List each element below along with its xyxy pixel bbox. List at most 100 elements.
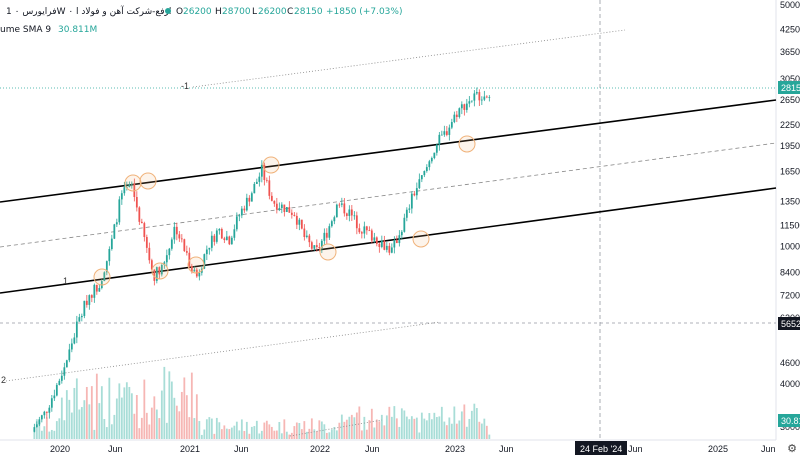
- plot-area[interactable]: [0, 0, 776, 440]
- volume-bar: [388, 406, 391, 439]
- volume-bar: [415, 417, 418, 439]
- volume-bar: [183, 377, 186, 439]
- volume-bar: [240, 419, 243, 439]
- volume-bar: [380, 414, 383, 439]
- time-tick-label: Jun: [365, 444, 380, 454]
- volume-bar: [68, 399, 71, 439]
- candle-body: [55, 384, 58, 396]
- candle-body: [33, 427, 36, 432]
- volume-bar: [480, 423, 483, 439]
- candle-body: [185, 251, 188, 253]
- volume-bars: [33, 366, 491, 439]
- price-tick-label: 50000: [780, 0, 800, 10]
- candle-body: [250, 193, 253, 202]
- volume-bar: [405, 416, 408, 439]
- last-price-badge-text: 28150: [781, 83, 800, 93]
- candle-body: [275, 203, 278, 210]
- ohlc-low-value: 26200: [258, 7, 287, 17]
- candle-body: [198, 272, 201, 277]
- candle-body: [233, 229, 236, 238]
- channel-lower-line[interactable]: [0, 187, 777, 294]
- volume-bar: [475, 408, 478, 439]
- candle-body: [313, 245, 316, 249]
- candle-body: [53, 395, 56, 399]
- channel-median-line[interactable]: [0, 142, 777, 248]
- volume-bar: [420, 412, 423, 439]
- candle-body: [230, 237, 233, 245]
- candle-body: [475, 92, 478, 94]
- volume-bar: [73, 387, 76, 439]
- volume-bar: [330, 429, 333, 439]
- annotation-one: 1: [63, 276, 68, 286]
- volume-bar: [400, 408, 403, 439]
- volume-bar: [193, 418, 196, 439]
- volume-bar: [90, 386, 93, 439]
- candle-body: [393, 240, 396, 248]
- volume-bar: [80, 407, 83, 439]
- ohlc-high-label: H: [215, 7, 222, 17]
- volume-bar: [70, 412, 73, 439]
- extension-volume-line[interactable]: [289, 419, 383, 437]
- candle-body: [245, 197, 248, 211]
- candle-body: [335, 204, 338, 218]
- volume-bar: [125, 382, 128, 439]
- volume-bar: [478, 421, 481, 439]
- candles: [33, 87, 491, 433]
- candle-body: [288, 207, 291, 213]
- candle-body: [338, 204, 341, 206]
- volume-bar: [118, 383, 121, 439]
- volume-bar: [440, 406, 443, 439]
- candle-body: [305, 235, 308, 238]
- extension-lower-line[interactable]: [5, 321, 441, 382]
- volume-bar: [153, 396, 156, 439]
- price-tick-label: 22500: [780, 120, 800, 130]
- candle-body: [58, 380, 61, 385]
- price-tick-label: 10000: [780, 241, 800, 251]
- chart-settings-icon[interactable]: ⚙: [787, 442, 797, 455]
- time-tick-label: 2021: [180, 444, 200, 454]
- volume-bar: [50, 429, 53, 439]
- candle-body: [148, 247, 151, 261]
- candle-body: [453, 114, 456, 123]
- candle-body: [228, 236, 231, 245]
- candle-body: [450, 122, 453, 128]
- candle-body: [283, 204, 286, 212]
- volume-bar: [168, 371, 171, 439]
- volume-indicator-label[interactable]: ume SMA 9: [0, 25, 51, 35]
- volume-bar: [285, 431, 288, 439]
- volume-bar: [485, 425, 488, 439]
- volume-bar: [63, 420, 66, 439]
- volume-bar: [473, 403, 476, 439]
- candle-body: [38, 419, 41, 425]
- volume-bar: [140, 417, 143, 439]
- candle-body: [358, 228, 361, 233]
- candle-body: [440, 134, 443, 136]
- price-axis[interactable]: [776, 0, 800, 440]
- candle-body: [443, 131, 446, 135]
- volume-bar: [223, 425, 226, 439]
- volume-bar: [383, 425, 386, 439]
- candle-body: [348, 209, 351, 216]
- volume-bar: [78, 409, 81, 439]
- candle-body: [210, 235, 213, 248]
- candle-body: [138, 207, 141, 222]
- volume-bar: [325, 432, 328, 439]
- symbol-title[interactable]: فرایورس ۰ 1W ۰ ارفع-شرکت آهن و فولاد ا: [6, 5, 171, 17]
- swing-point-circle: [93, 268, 111, 286]
- candle-body: [235, 216, 238, 230]
- candle-body: [303, 228, 306, 238]
- crosshair-date-badge: [575, 441, 627, 455]
- candle-body: [150, 260, 153, 270]
- volume-bar: [270, 426, 273, 439]
- candle-body: [140, 221, 143, 224]
- volume-bar: [413, 418, 416, 439]
- volume-bar: [220, 429, 223, 439]
- extension-upper-line[interactable]: [192, 29, 626, 88]
- volume-bar: [75, 378, 78, 439]
- volume-bar: [190, 372, 193, 439]
- candle-body: [48, 407, 51, 413]
- volume-bar: [120, 397, 123, 439]
- volume-bar: [343, 421, 346, 439]
- candle-body: [75, 321, 78, 338]
